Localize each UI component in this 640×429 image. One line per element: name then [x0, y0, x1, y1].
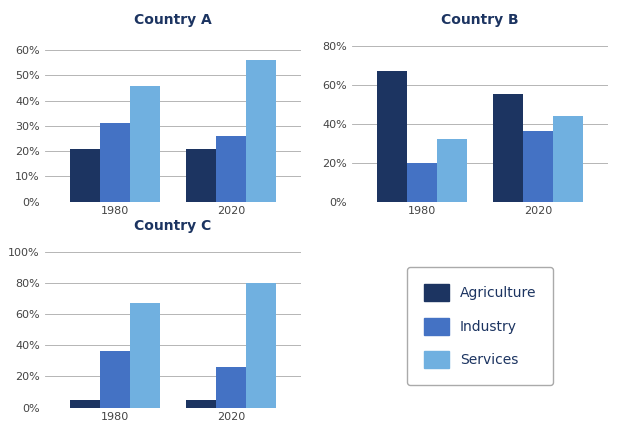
Bar [436, 139, 467, 202]
Bar [186, 148, 216, 202]
Bar [186, 400, 216, 408]
Title: Country A: Country A [134, 13, 212, 27]
Bar [100, 124, 129, 202]
Bar [129, 85, 159, 202]
Bar [246, 60, 276, 202]
Bar [246, 283, 276, 408]
Bar [70, 400, 100, 408]
Bar [70, 148, 100, 202]
Bar [553, 116, 583, 202]
Bar [216, 367, 246, 408]
Bar [216, 136, 246, 202]
Title: Country B: Country B [441, 13, 519, 27]
Bar [129, 303, 159, 408]
Bar [493, 94, 524, 202]
Bar [377, 71, 407, 202]
Bar [407, 163, 436, 202]
Bar [524, 131, 553, 202]
Legend: Agriculture, Industry, Services: Agriculture, Industry, Services [407, 267, 553, 385]
Bar [100, 351, 129, 408]
Title: Country C: Country C [134, 219, 211, 233]
